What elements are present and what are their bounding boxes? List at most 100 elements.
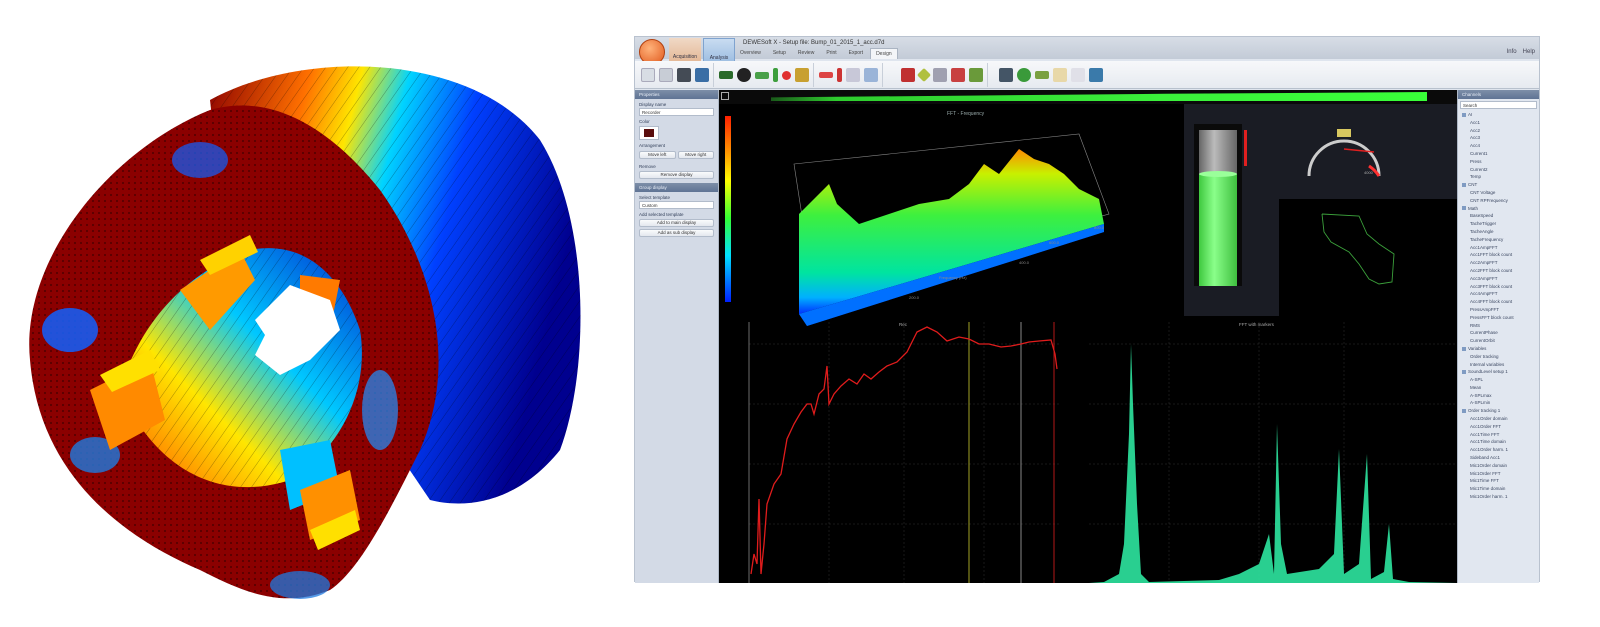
- tree-item[interactable]: Math: [1462, 205, 1539, 213]
- tree-item[interactable]: Press: [1470, 158, 1482, 164]
- add-main-display-button[interactable]: Add to main display: [639, 219, 714, 227]
- tree-item[interactable]: Sideband Acc1: [1470, 455, 1501, 461]
- tree-item[interactable]: Acc1Order domain: [1470, 416, 1508, 422]
- tree-item[interactable]: TacheAngle: [1470, 228, 1494, 234]
- tree-item[interactable]: Acc1Order harm. 1: [1470, 447, 1509, 453]
- template-select[interactable]: Custom: [639, 201, 714, 209]
- save-icon[interactable]: [641, 68, 655, 82]
- tree-item[interactable]: Current2: [1470, 166, 1488, 172]
- arrangement-label: Arrangement: [639, 143, 666, 148]
- spectrum-icon[interactable]: [951, 68, 965, 82]
- remove-display-button[interactable]: Remove display: [639, 171, 714, 179]
- tree-item[interactable]: Acc3AmpFFT: [1470, 275, 1498, 281]
- tree-item[interactable]: Mic1Time FFT: [1470, 478, 1499, 484]
- tree-item[interactable]: Acc4AmpFFT: [1470, 291, 1498, 297]
- analog-meter-icon[interactable]: [737, 68, 751, 82]
- tree-item[interactable]: Order tracking: [1470, 353, 1499, 359]
- tree-item[interactable]: Acc1Order FFT: [1470, 423, 1502, 429]
- tree-item[interactable]: Variables: [1462, 345, 1539, 353]
- grid-icon[interactable]: [795, 68, 809, 82]
- svg-text:400.0: 400.0: [1019, 260, 1030, 265]
- tab-review[interactable]: Review: [797, 50, 815, 56]
- camera-icon[interactable]: [1035, 71, 1049, 79]
- tree-item[interactable]: Mean: [1470, 384, 1482, 390]
- 3d-icon[interactable]: [933, 68, 947, 82]
- tree-item[interactable]: Mic1Order domain: [1470, 462, 1508, 468]
- line-icon[interactable]: [1053, 68, 1067, 82]
- pin-icon[interactable]: [837, 68, 842, 82]
- gps-icon[interactable]: [1017, 68, 1031, 82]
- fft-icon[interactable]: [901, 68, 915, 82]
- tab-design[interactable]: Design: [870, 48, 898, 59]
- tree-item[interactable]: Temp: [1470, 174, 1482, 180]
- tree-item[interactable]: Acc1Time domain: [1470, 439, 1506, 445]
- tree-item[interactable]: Acc1Time FFT: [1470, 431, 1500, 437]
- help-button[interactable]: Help: [1522, 49, 1535, 55]
- tree-item[interactable]: Acc4FFT block count: [1470, 299, 1513, 305]
- move-right-button[interactable]: Move right: [677, 151, 714, 159]
- tree-item[interactable]: CNT RPFrequency: [1470, 197, 1508, 203]
- bar-icon[interactable]: [755, 71, 769, 79]
- tree-item[interactable]: Acc4: [1470, 143, 1481, 149]
- tree-item[interactable]: Acc1: [1470, 119, 1481, 125]
- tree-item[interactable]: TacheTrigger: [1470, 221, 1497, 227]
- tree-item[interactable]: Mic1Order harm. 1: [1470, 494, 1508, 500]
- tree-item[interactable]: SoundLevel setup 1: [1462, 368, 1539, 376]
- overview-signal: [771, 92, 1427, 101]
- overview-toggle-icon[interactable]: [721, 92, 729, 100]
- tab-overview[interactable]: Overview: [740, 50, 761, 56]
- tree-item[interactable]: RMS: [1470, 322, 1480, 328]
- tree-item[interactable]: PressFFT block count: [1470, 314, 1514, 320]
- tree-item[interactable]: CurrentPhase: [1470, 330, 1498, 336]
- overview-scope-strip[interactable]: [719, 90, 1459, 104]
- tree-item[interactable]: AI: [1462, 111, 1539, 119]
- tree-item[interactable]: BaseSpeed: [1470, 213, 1494, 219]
- tree-item[interactable]: Acc2FFT block count: [1470, 267, 1513, 273]
- scope-icon[interactable]: [846, 68, 860, 82]
- tree-item[interactable]: CurrentOrbit: [1470, 338, 1495, 344]
- info-button[interactable]: Info: [1506, 49, 1517, 55]
- acquisition-mode-button[interactable]: Acquisition: [669, 38, 701, 62]
- tree-item[interactable]: Acc1FFT block count: [1470, 252, 1513, 258]
- tree-item[interactable]: A-SPL: [1470, 377, 1484, 383]
- copy-icon[interactable]: [659, 68, 673, 82]
- orbit-icon[interactable]: [916, 67, 932, 83]
- tree-item[interactable]: Mic1Order FFT: [1470, 470, 1501, 476]
- move-left-button[interactable]: Move left: [639, 151, 676, 159]
- print-icon[interactable]: [677, 68, 691, 82]
- ribbon-toolbar: [635, 61, 1539, 89]
- channel-search-input[interactable]: Search: [1460, 101, 1537, 109]
- monitor-icon[interactable]: [1089, 68, 1103, 82]
- tree-item[interactable]: Acc2AmpFFT: [1470, 260, 1498, 266]
- color-picker[interactable]: [639, 126, 659, 140]
- recorder-icon[interactable]: [819, 72, 833, 78]
- tree-item[interactable]: A-SPLmin: [1470, 400, 1491, 406]
- vertical-bar-icon[interactable]: [773, 68, 778, 82]
- tab-export[interactable]: Export: [848, 50, 864, 56]
- display-name-input[interactable]: Recorder: [639, 108, 714, 116]
- tree-item[interactable]: Current1: [1470, 150, 1488, 156]
- tree-item[interactable]: CNT Voltage: [1470, 189, 1496, 195]
- tree-item[interactable]: Acc2: [1470, 127, 1481, 133]
- analysis-mode-button[interactable]: Analysis: [703, 38, 735, 62]
- tree-item[interactable]: CNT: [1462, 181, 1539, 189]
- octave-icon[interactable]: [969, 68, 983, 82]
- tree-item[interactable]: Order tracking 1: [1462, 407, 1539, 415]
- tab-setup[interactable]: Setup: [772, 50, 786, 56]
- curve-icon[interactable]: [1071, 68, 1085, 82]
- table-icon[interactable]: [999, 68, 1013, 82]
- tree-item[interactable]: Acc3FFT block count: [1470, 283, 1513, 289]
- tree-item[interactable]: PressAmpFFT: [1470, 306, 1500, 312]
- tree-item[interactable]: Mic1Time domain: [1470, 486, 1506, 492]
- tree-item[interactable]: Internal variables: [1470, 361, 1505, 367]
- screen-icon[interactable]: [695, 68, 709, 82]
- tree-item[interactable]: A-SPLmax: [1470, 392, 1492, 398]
- add-sub-display-button[interactable]: Add as sub display: [639, 229, 714, 237]
- tree-item[interactable]: Acc1AmpFFT: [1470, 244, 1498, 250]
- tab-print[interactable]: Print: [826, 50, 837, 56]
- led-icon[interactable]: [782, 70, 791, 80]
- digital-meter-icon[interactable]: [719, 71, 733, 79]
- tree-item[interactable]: TacheFrequency: [1470, 236, 1504, 242]
- xy-icon[interactable]: [864, 68, 878, 82]
- tree-item[interactable]: Acc3: [1470, 135, 1481, 141]
